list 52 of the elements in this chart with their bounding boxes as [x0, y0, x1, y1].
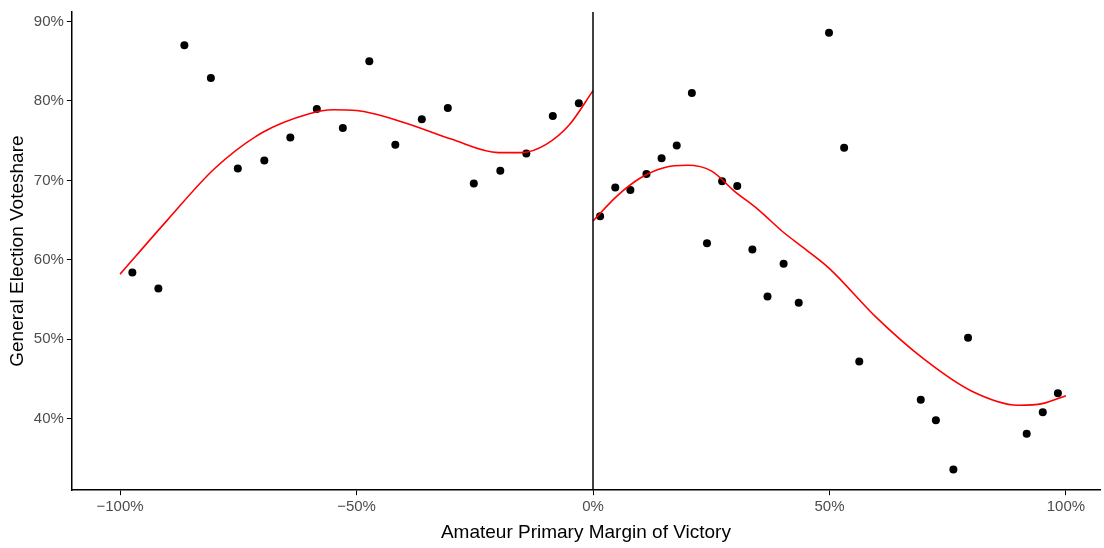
point	[180, 41, 189, 50]
point	[748, 245, 757, 254]
line-series	[592, 164, 1067, 406]
point	[548, 112, 557, 121]
point	[733, 181, 742, 190]
x-axis-title: Amateur Primary Margin of Victory	[440, 520, 732, 542]
point	[233, 164, 242, 173]
x-tick-label: −50%	[337, 497, 376, 515]
point	[365, 57, 374, 66]
x-tick-label: 0%	[582, 497, 604, 515]
point	[964, 333, 973, 342]
point	[1022, 429, 1031, 438]
point	[916, 395, 925, 404]
point	[779, 259, 788, 268]
point	[840, 143, 849, 152]
x-tick-label: 50%	[814, 497, 845, 515]
point	[1038, 408, 1047, 417]
point	[417, 115, 426, 124]
point	[794, 298, 803, 307]
x-tick-label: −100%	[96, 497, 144, 515]
y-tick-label: 70%	[33, 170, 64, 188]
point	[825, 28, 833, 37]
y-tick-label: 60%	[33, 249, 64, 267]
point	[702, 239, 711, 248]
point	[657, 154, 666, 163]
point	[931, 416, 940, 425]
y-tick-label: 40%	[33, 408, 64, 426]
point	[286, 133, 295, 142]
line-series	[119, 89, 594, 275]
point	[260, 156, 269, 165]
y-tick-label: 50%	[33, 329, 64, 347]
point	[391, 140, 400, 149]
point	[496, 166, 505, 175]
point	[672, 141, 681, 150]
y-tick-label: 80%	[33, 91, 64, 109]
point	[611, 183, 620, 192]
y-axis-title: General Election Voteshare	[5, 135, 27, 367]
x-tick-label: 100%	[1046, 497, 1086, 515]
point	[1053, 389, 1062, 398]
point	[626, 185, 635, 194]
point	[469, 179, 478, 188]
point	[206, 73, 215, 82]
y-tick-label: 90%	[33, 11, 64, 29]
point	[949, 465, 958, 474]
point	[763, 292, 772, 301]
point	[154, 284, 163, 293]
point	[687, 89, 696, 98]
point	[574, 99, 583, 108]
point	[338, 123, 347, 132]
point	[443, 104, 452, 113]
point	[855, 357, 864, 366]
point	[128, 268, 137, 277]
